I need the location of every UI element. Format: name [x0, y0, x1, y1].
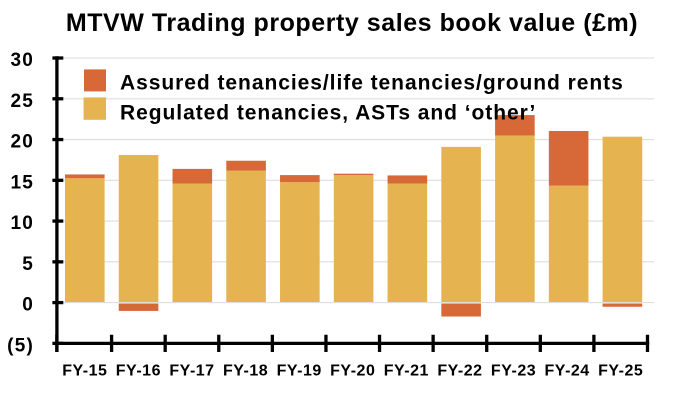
svg-text:Assured tenancies/life tenanci: Assured tenancies/life tenancies/ground …	[120, 72, 624, 95]
svg-text:FY-25: FY-25	[598, 362, 643, 379]
svg-text:FY-17: FY-17	[169, 362, 214, 379]
svg-text:FY-23: FY-23	[491, 362, 536, 379]
svg-text:FY-18: FY-18	[223, 362, 268, 379]
svg-text:FY-21: FY-21	[384, 362, 429, 379]
svg-text:(5): (5)	[7, 335, 34, 356]
svg-text:MTVW Trading property sales bo: MTVW Trading property sales book value (…	[66, 9, 638, 37]
svg-text:FY-22: FY-22	[437, 362, 482, 379]
svg-text:10: 10	[10, 213, 34, 234]
svg-text:15: 15	[10, 172, 34, 193]
svg-text:FY-24: FY-24	[545, 362, 590, 379]
svg-text:30: 30	[10, 50, 34, 71]
svg-text:20: 20	[10, 132, 34, 153]
svg-text:FY-16: FY-16	[116, 362, 161, 379]
svg-text:25: 25	[10, 91, 34, 112]
svg-text:0: 0	[22, 295, 34, 316]
svg-text:FY-15: FY-15	[62, 362, 107, 379]
svg-text:5: 5	[22, 254, 34, 275]
svg-text:Regulated tenancies, ASTs and: Regulated tenancies, ASTs and ‘other’	[120, 102, 536, 125]
svg-text:FY-20: FY-20	[330, 362, 375, 379]
svg-text:FY-19: FY-19	[277, 362, 322, 379]
